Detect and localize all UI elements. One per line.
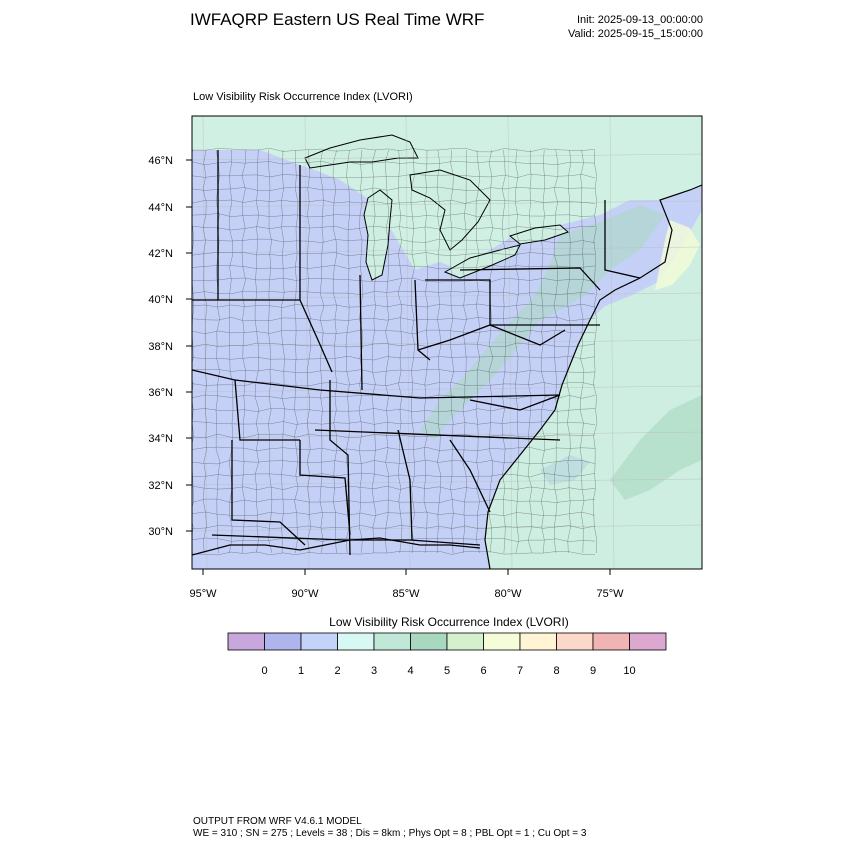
lat-label-44: 44°N: [148, 202, 173, 214]
ocean-front: [610, 395, 702, 500]
lake-michigan: [363, 189, 393, 281]
colorbar-label: 2: [334, 665, 340, 677]
map-frame: [191, 115, 703, 570]
lat-label-34: 34°N: [148, 433, 173, 445]
colorbar-label: 1: [298, 665, 304, 677]
new-england-terrain: [655, 220, 700, 290]
lake-superior: [304, 134, 419, 169]
plot-title: IWFAQRP Eastern US Real Time WRF: [190, 10, 485, 29]
colorbar-label: 4: [407, 665, 413, 677]
colorbar-swatch: [227, 632, 265, 651]
colorbar: [227, 632, 667, 651]
colorbar-label: 5: [444, 665, 450, 677]
lat-label-30: 30°N: [148, 526, 173, 538]
colorbar-swatch: [373, 632, 411, 651]
colorbar-swatch: [300, 632, 338, 651]
footer-config: WE = 310 ; SN = 275 ; Levels = 38 ; Dis …: [193, 828, 587, 839]
latitude-axis: 46°N 44°N 42°N 40°N 38°N 36°N 34°N 32°N …: [148, 155, 192, 538]
ocean-front-2: [540, 455, 590, 485]
colorbar-label: 6: [480, 665, 486, 677]
lon-label-80: 80°W: [494, 588, 522, 600]
lon-label-90: 90°W: [291, 588, 319, 600]
colorbar-swatch: [337, 632, 375, 651]
gulf-coastline: [192, 537, 481, 556]
colorbar-swatch: [483, 632, 521, 651]
lat-label-40: 40°N: [148, 294, 173, 306]
colorbar-swatch: [629, 632, 667, 651]
lat-label-46: 46°N: [148, 155, 173, 167]
colorbar-labels: 0 1 2 3 4 5 6 7 8 9 10: [261, 665, 635, 677]
map-area: [192, 116, 702, 569]
valid-time: Valid: 2025-09-15_15:00:00: [568, 28, 703, 40]
colorbar-swatch: [410, 632, 448, 651]
colorbar-label: 9: [590, 665, 596, 677]
colorbar-swatch: [556, 632, 594, 651]
footer-model: OUTPUT FROM WRF V4.6.1 MODEL: [193, 816, 362, 827]
colorbar-label: 3: [371, 665, 377, 677]
colorbar-label: 0: [261, 665, 267, 677]
colorbar-label: 7: [517, 665, 523, 677]
colorbar-swatch: [519, 632, 557, 651]
init-time: Init: 2025-09-13_00:00:00: [577, 14, 703, 26]
colorbar-label: 8: [553, 665, 559, 677]
lon-label-75: 75°W: [596, 588, 624, 600]
coastline: [484, 184, 702, 569]
field-label: Low Visibility Risk Occurrence Index (LV…: [193, 91, 413, 103]
lon-label-85: 85°W: [392, 588, 420, 600]
colorbar-swatch: [446, 632, 484, 651]
lake-ontario: [508, 224, 569, 245]
lake-huron: [409, 169, 491, 251]
lat-label-36: 36°N: [148, 387, 173, 399]
longitude-axis: 95°W 90°W 85°W 80°W 75°W: [189, 569, 624, 600]
colorbar-swatch: [264, 632, 302, 651]
lat-label-32: 32°N: [148, 480, 173, 492]
colorbar-swatch: [592, 632, 630, 651]
appalachian-terrain: [420, 205, 665, 440]
lat-label-42: 42°N: [148, 248, 173, 260]
lat-label-38: 38°N: [148, 341, 173, 353]
county-boundaries: [192, 148, 598, 556]
colorbar-label: 10: [623, 665, 635, 677]
colorbar-title: Low Visibility Risk Occurrence Index (LV…: [329, 615, 569, 629]
lon-label-95: 95°W: [189, 588, 217, 600]
